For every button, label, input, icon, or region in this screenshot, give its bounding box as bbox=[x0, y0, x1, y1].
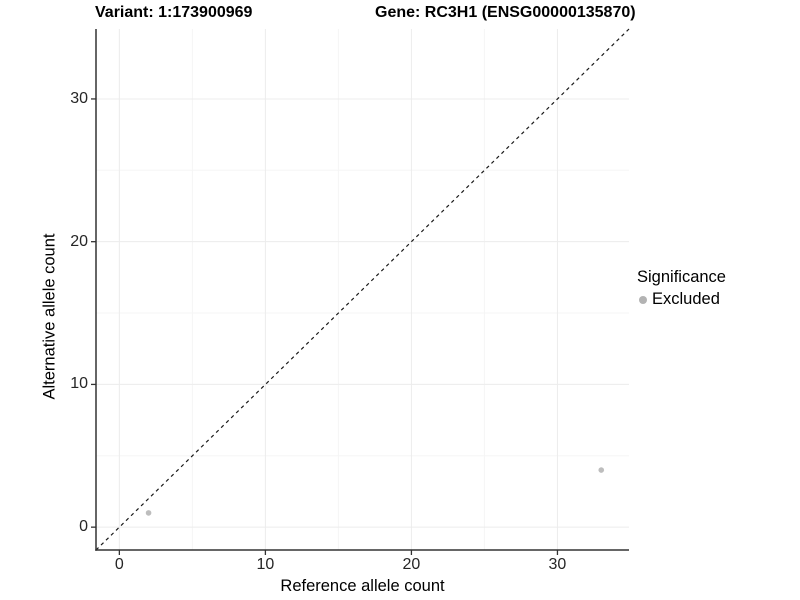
legend: Significance Excluded bbox=[637, 268, 797, 309]
x-axis-title: Reference allele count bbox=[280, 577, 445, 595]
variant-title: Variant: 1:173900969 bbox=[95, 4, 253, 21]
y-tick-label: 10 bbox=[70, 375, 88, 393]
data-point bbox=[145, 510, 152, 516]
legend-item-label: Excluded bbox=[652, 290, 720, 308]
identity-line bbox=[95, 28, 630, 551]
y-tick-label: 20 bbox=[70, 232, 88, 250]
x-tick-label: 0 bbox=[114, 556, 124, 573]
y-tick-label: 30 bbox=[70, 89, 88, 107]
y-tick-label: 0 bbox=[79, 518, 88, 536]
gene-title: Gene: RC3H1 (ENSG00000135870) bbox=[375, 4, 636, 21]
x-tick-label: 20 bbox=[402, 556, 421, 573]
excluded-point-icon bbox=[639, 295, 647, 304]
x-tick-label: 30 bbox=[548, 556, 567, 573]
y-axis-title: Alternative allele count bbox=[40, 233, 59, 400]
legend-item-excluded: Excluded bbox=[637, 290, 797, 309]
x-tick-label: 10 bbox=[256, 556, 275, 573]
data-point bbox=[598, 467, 605, 473]
legend-title: Significance bbox=[637, 268, 726, 286]
